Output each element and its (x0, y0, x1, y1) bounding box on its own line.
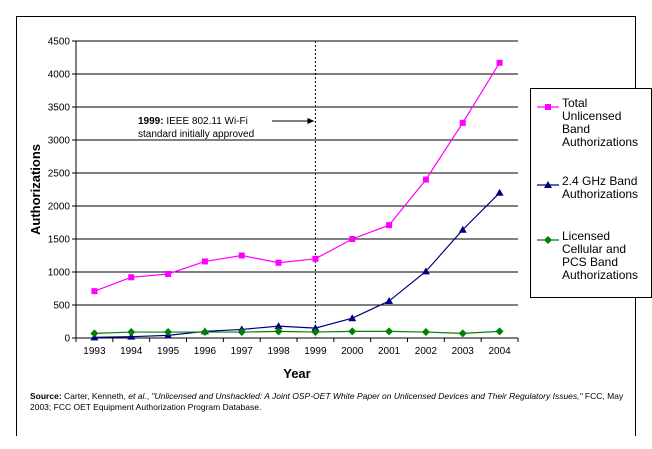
annotation-bold: 1999: (138, 116, 164, 127)
x-tick-label: 2001 (378, 346, 401, 357)
series-2-point (458, 225, 467, 233)
legend-symbol (537, 181, 559, 188)
series-3-point (495, 327, 504, 336)
series-2-point (311, 324, 320, 332)
series-line-1 (94, 62, 501, 292)
annotation-arrow-head (307, 118, 315, 124)
series-1-point (386, 222, 393, 229)
series-1-point (459, 119, 466, 126)
series-3-point (311, 328, 320, 337)
source-italic-1: et al. (128, 391, 147, 401)
series-2-point (127, 332, 136, 340)
chart-legend: Total Unlicensed Band Authorizations 2.4 … (530, 88, 652, 298)
series-2-point (385, 297, 394, 305)
series-2-point (421, 267, 430, 275)
y-tick-label: 2000 (48, 202, 71, 213)
series-3-point (237, 328, 246, 337)
series-3-point (274, 327, 283, 336)
y-tick-label: 3000 (48, 136, 71, 147)
x-tick-label: 1994 (120, 346, 143, 357)
x-tick-label: 1999 (304, 346, 327, 357)
x-tick-label: 1997 (231, 346, 254, 357)
source-note: Source: Carter, Kenneth, et al., "Unlice… (30, 391, 630, 413)
source-text-3: FCC, May 2003; FCC OET Equipment Authori… (30, 391, 624, 412)
x-axis-title: Year (283, 366, 310, 381)
x-tick-label: 1996 (194, 346, 217, 357)
series-line-3 (94, 330, 500, 334)
y-tick-label: 2500 (48, 169, 71, 180)
legend-label: 2.4 GHz Band Authorizations (562, 174, 639, 201)
series-1-point (91, 288, 98, 295)
series-2-point (495, 188, 504, 196)
source-italic-2: "Unlicensed and Unshackled: A Joint OSP-… (151, 391, 583, 401)
legend-symbol (537, 104, 559, 110)
source-text-2: , (146, 391, 152, 401)
annotation-line-2: standard initially approved (138, 129, 254, 140)
annotation-text: IEEE 802.11 Wi-Fi (164, 116, 248, 127)
y-tick-label: 3500 (48, 103, 71, 114)
series-3-point (127, 328, 136, 337)
frame-top-line (16, 16, 636, 17)
legend-label: Total Unlicensed Band Authorizations (562, 96, 639, 149)
series-1-point (201, 258, 208, 265)
legend-label: Licensed Cellular and PCS Band Authoriza… (562, 229, 639, 282)
x-tick-label: 1998 (267, 346, 290, 357)
series-2-point (274, 322, 283, 330)
x-tick-label: 1993 (83, 346, 106, 357)
y-tick-label: 1500 (48, 235, 71, 246)
series-3-point (90, 329, 99, 338)
series-3-point (200, 328, 209, 337)
series-3-point (385, 327, 394, 336)
series-1-point (275, 259, 282, 266)
frame-left-line (16, 16, 17, 436)
series-3-point (458, 329, 467, 338)
legend-marker (545, 104, 551, 110)
annotation-line-1: 1999: IEEE 802.11 Wi-Fi (138, 116, 248, 127)
source-text-1: Carter, Kenneth, (61, 391, 129, 401)
series-3-point (164, 328, 173, 337)
y-tick-label: 1000 (48, 268, 71, 279)
series-1-point (128, 274, 135, 281)
x-tick-label: 2002 (415, 346, 438, 357)
series-3-point (421, 328, 430, 337)
series-line-2 (94, 192, 501, 338)
x-tick-label: 2004 (488, 346, 511, 357)
y-axis-title: Authorizations (28, 144, 43, 235)
series-1-point (422, 176, 429, 183)
x-tick-label: 2000 (341, 346, 364, 357)
series-1-point (312, 255, 319, 262)
y-tick-label: 500 (53, 301, 70, 312)
legend-marker (544, 181, 552, 188)
legend-symbol (537, 236, 559, 244)
series-2-point (348, 314, 357, 322)
y-tick-label: 0 (64, 334, 70, 345)
y-tick-label: 4500 (48, 37, 71, 48)
series-1-point (165, 270, 172, 277)
series-3-point (348, 327, 357, 336)
source-label: Source: (30, 391, 62, 401)
series-1-point (349, 236, 356, 242)
x-tick-label: 1995 (157, 346, 180, 357)
y-tick-label: 4000 (48, 70, 71, 81)
x-tick-label: 2003 (452, 346, 475, 357)
series-1-point (238, 252, 245, 259)
legend-marker (544, 236, 552, 244)
series-1-point (496, 59, 503, 66)
